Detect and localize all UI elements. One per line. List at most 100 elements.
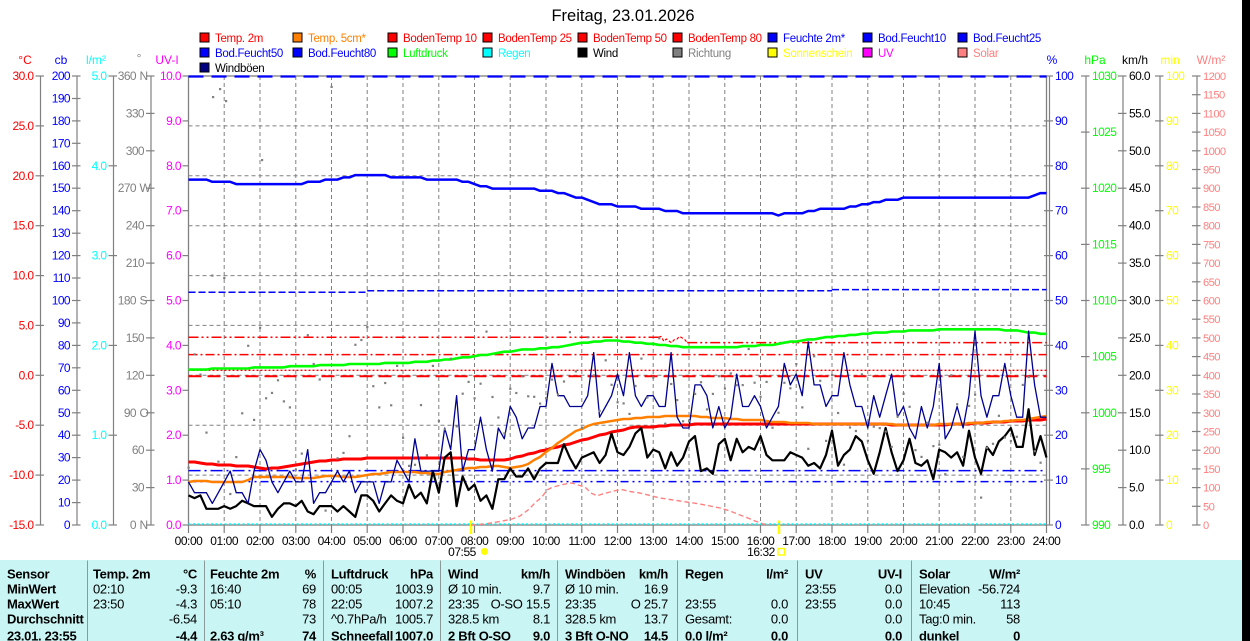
svg-text:8.1: 8.1 xyxy=(533,612,550,627)
svg-text:23:35: 23:35 xyxy=(565,597,596,612)
svg-text:90: 90 xyxy=(1055,114,1068,128)
svg-text:19:00: 19:00 xyxy=(854,534,883,548)
svg-text:330: 330 xyxy=(126,106,145,120)
svg-text:1.0: 1.0 xyxy=(92,428,108,442)
svg-text:270: 270 xyxy=(118,181,137,195)
svg-text:03:00: 03:00 xyxy=(282,534,311,548)
svg-text:30: 30 xyxy=(58,451,71,465)
svg-text:350: 350 xyxy=(1203,389,1220,401)
svg-text:3 Bft O-NO: 3 Bft O-NO xyxy=(565,629,629,641)
svg-text:74: 74 xyxy=(302,629,317,641)
svg-text:20: 20 xyxy=(1055,428,1068,442)
svg-text:22:00: 22:00 xyxy=(961,534,990,548)
svg-text:30: 30 xyxy=(132,481,145,495)
svg-text:300: 300 xyxy=(126,144,145,158)
svg-text:21:00: 21:00 xyxy=(925,534,954,548)
svg-text:BodenTemp 50: BodenTemp 50 xyxy=(593,33,667,45)
svg-text:10: 10 xyxy=(58,496,71,510)
svg-text:0: 0 xyxy=(1166,518,1173,532)
svg-text:15.0: 15.0 xyxy=(1129,406,1151,420)
svg-text:^0.7hPa/h: ^0.7hPa/h xyxy=(331,612,387,627)
svg-text:20.0: 20.0 xyxy=(13,169,35,183)
svg-text:250: 250 xyxy=(1203,427,1220,439)
svg-text:50: 50 xyxy=(1203,501,1215,513)
svg-text:200: 200 xyxy=(52,69,71,83)
svg-text:14:00: 14:00 xyxy=(675,534,704,548)
svg-text:80: 80 xyxy=(1166,159,1179,173)
svg-text:07:55: 07:55 xyxy=(448,545,477,559)
svg-text:550: 550 xyxy=(1203,314,1220,326)
svg-text:08:00: 08:00 xyxy=(461,534,490,548)
svg-text:5.0: 5.0 xyxy=(1129,481,1145,495)
svg-text:9.0: 9.0 xyxy=(166,114,182,128)
svg-text:N: N xyxy=(140,69,148,83)
svg-text:Temp. 2m: Temp. 2m xyxy=(93,567,150,582)
svg-text:16:40: 16:40 xyxy=(210,582,241,597)
svg-text:0: 0 xyxy=(64,518,71,532)
svg-text:450: 450 xyxy=(1203,352,1220,364)
svg-text:°: ° xyxy=(137,51,142,65)
svg-text:16:32: 16:32 xyxy=(747,545,776,559)
svg-text:6.0: 6.0 xyxy=(166,249,182,263)
svg-text:13:00: 13:00 xyxy=(639,534,668,548)
svg-text:23:55: 23:55 xyxy=(685,597,716,612)
svg-text:800: 800 xyxy=(1203,221,1220,233)
svg-text:8.0: 8.0 xyxy=(166,159,182,173)
svg-text:1003.9: 1003.9 xyxy=(395,582,433,597)
svg-text:0.0: 0.0 xyxy=(885,582,902,597)
svg-text:70: 70 xyxy=(1055,204,1068,218)
svg-text:4.0: 4.0 xyxy=(166,338,182,352)
svg-text:1025: 1025 xyxy=(1092,125,1117,139)
svg-text:22:05: 22:05 xyxy=(331,597,362,612)
svg-text:50: 50 xyxy=(1055,294,1068,308)
svg-text:73: 73 xyxy=(302,612,316,627)
svg-text:900: 900 xyxy=(1203,183,1220,195)
svg-text:20.0: 20.0 xyxy=(1129,368,1151,382)
svg-text:km/h: km/h xyxy=(1122,53,1148,67)
svg-text:%: % xyxy=(1047,53,1058,67)
svg-text:180: 180 xyxy=(52,114,71,128)
svg-text:3.0: 3.0 xyxy=(166,383,182,397)
svg-text:BodenTemp 80: BodenTemp 80 xyxy=(688,33,762,45)
svg-text:0.0: 0.0 xyxy=(1129,518,1145,532)
svg-text:160: 160 xyxy=(52,159,71,173)
svg-text:Ø 10 min.: Ø 10 min. xyxy=(565,582,619,597)
svg-text:1000: 1000 xyxy=(1092,406,1117,420)
svg-text:30: 30 xyxy=(1055,383,1068,397)
svg-text:10:45: 10:45 xyxy=(919,597,950,612)
svg-text:Richtung: Richtung xyxy=(688,48,731,60)
svg-text:BodenTemp 25: BodenTemp 25 xyxy=(498,33,572,45)
svg-text:UV: UV xyxy=(878,48,894,60)
svg-text:Bod.Feucht50: Bod.Feucht50 xyxy=(215,48,283,60)
svg-text:40.0: 40.0 xyxy=(1129,219,1151,233)
svg-text:16.9: 16.9 xyxy=(644,582,668,597)
svg-text:18:00: 18:00 xyxy=(818,534,847,548)
svg-text:240: 240 xyxy=(126,219,145,233)
svg-text:600: 600 xyxy=(1203,296,1220,308)
svg-text:min: min xyxy=(1160,53,1179,67)
svg-text:0.0: 0.0 xyxy=(166,518,182,532)
svg-text:Bod.Feucht80: Bod.Feucht80 xyxy=(308,48,376,60)
svg-text:70: 70 xyxy=(58,361,71,375)
svg-text:11:00: 11:00 xyxy=(568,534,596,548)
svg-text:Elevation: Elevation xyxy=(919,582,970,597)
svg-text:110: 110 xyxy=(53,271,71,285)
svg-text:Tag:0 min.: Tag:0 min. xyxy=(919,612,976,627)
svg-text:328.5 km: 328.5 km xyxy=(448,612,499,627)
svg-text:-10.0: -10.0 xyxy=(9,468,34,482)
svg-text:80: 80 xyxy=(58,338,71,352)
svg-text:1200: 1200 xyxy=(1203,71,1226,83)
svg-text:328.5 km: 328.5 km xyxy=(565,612,616,627)
svg-text:9.7: 9.7 xyxy=(533,582,550,597)
svg-text:23:55: 23:55 xyxy=(805,597,836,612)
svg-text:05:10: 05:10 xyxy=(210,597,241,612)
svg-text:MaxWert: MaxWert xyxy=(7,597,60,612)
svg-text:60.0: 60.0 xyxy=(1129,69,1151,83)
svg-text:10:00: 10:00 xyxy=(532,534,561,548)
svg-text:30.0: 30.0 xyxy=(1129,294,1151,308)
svg-text:Solar: Solar xyxy=(973,48,999,60)
svg-text:MinWert: MinWert xyxy=(7,582,57,597)
svg-text:20: 20 xyxy=(1166,428,1179,442)
svg-text:2.63 g/m³: 2.63 g/m³ xyxy=(210,629,265,641)
svg-text:45.0: 45.0 xyxy=(1129,181,1151,195)
